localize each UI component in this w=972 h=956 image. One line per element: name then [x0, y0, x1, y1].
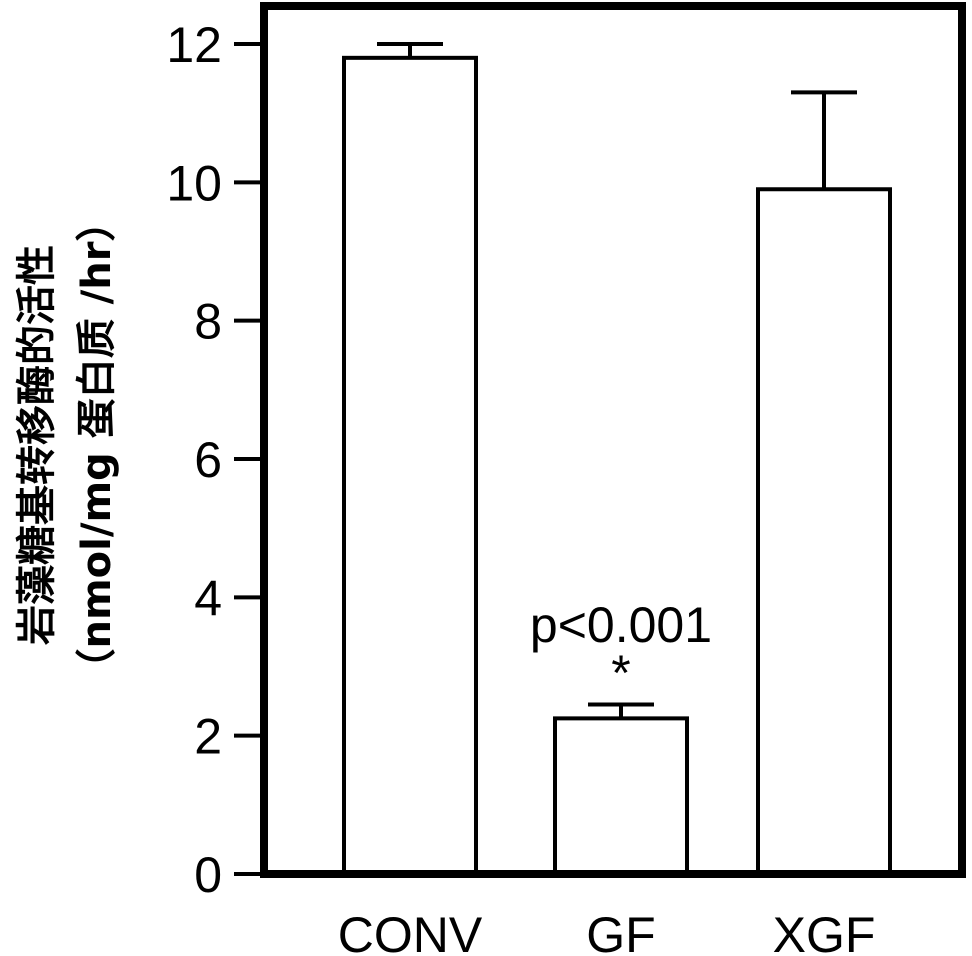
- annotations: p<0.001*: [530, 597, 712, 701]
- y-axis-label-line2: （nmol/mg 蛋白质 /hr）: [74, 202, 120, 689]
- y-tick-label: 2: [194, 709, 222, 765]
- y-tick-label: 12: [166, 17, 222, 73]
- bars: [344, 58, 890, 874]
- bar: [344, 58, 476, 874]
- x-category-label: CONV: [338, 907, 483, 956]
- y-axis-label-line1: 岩藻糖基转移酶的活性: [14, 245, 60, 645]
- y-axis-ticks: 0 2 4 6 8 10 12: [166, 17, 264, 903]
- y-tick-label: 8: [194, 294, 222, 350]
- bar: [758, 189, 890, 874]
- x-category-label: GF: [586, 907, 655, 956]
- y-tick-label: 6: [194, 432, 222, 488]
- y-tick-label: 10: [166, 155, 222, 211]
- y-tick-label: 0: [194, 847, 222, 903]
- y-tick-label: 4: [194, 570, 222, 626]
- y-axis-label: 岩藻糖基转移酶的活性 （nmol/mg 蛋白质 /hr）: [14, 202, 120, 689]
- x-axis-categories: CONV GF XGF: [338, 907, 876, 956]
- bar: [555, 718, 687, 874]
- x-category-label: XGF: [773, 907, 876, 956]
- significance-star: *: [611, 645, 630, 701]
